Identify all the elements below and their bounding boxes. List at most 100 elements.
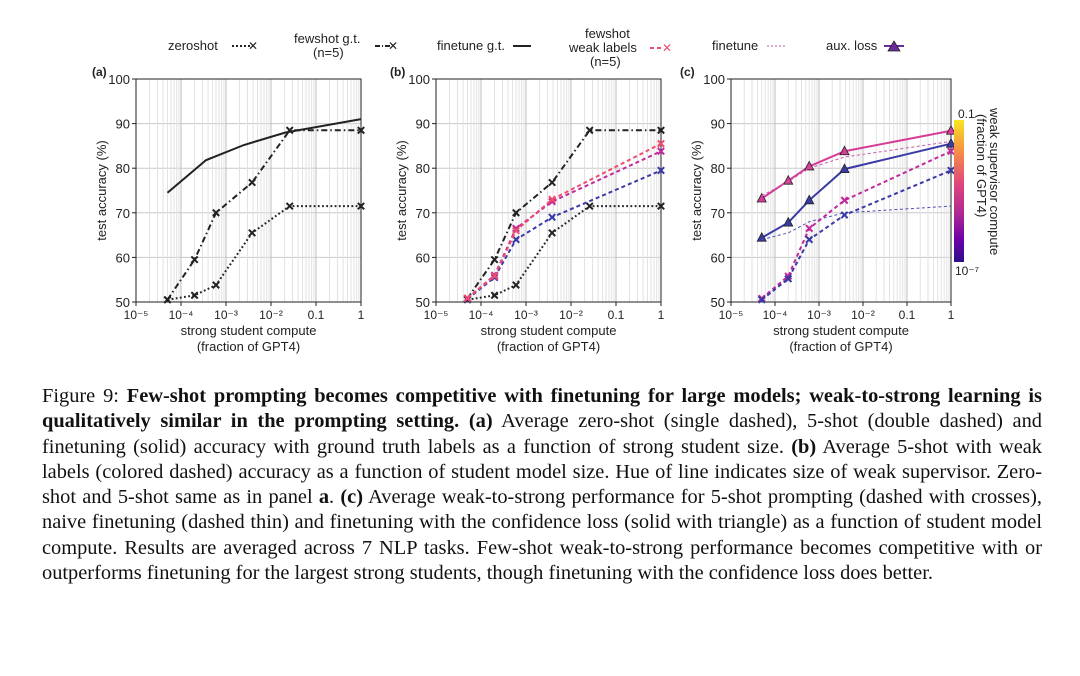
ytick-label: 80 [116,161,130,176]
ytick-label: 50 [416,295,430,310]
xlabel: strong student compute [481,323,617,338]
xlabel-units: (fraction of GPT4) [789,339,892,354]
xtick-label: 1 [948,308,955,322]
ytick-label: 90 [116,117,130,132]
legend-fewshot-weak-marker: ✕ [662,41,672,55]
grid [435,78,662,303]
series-line [466,129,661,300]
ytick-label: 80 [416,161,430,176]
data-point-x-marker [212,208,220,217]
series-fewshot-g-t-n-5- [163,126,365,304]
data-point-x-marker [585,202,594,211]
data-point-x-marker [657,147,665,156]
data-point-triangle-marker [945,137,957,148]
xlabel-units: (fraction of GPT4) [497,339,600,354]
data-point-x-marker [947,147,955,156]
legend-fewshot-gt-label: fewshot g.t. [294,31,360,46]
data-point-triangle-marker [839,145,850,156]
data-point-x-marker [784,272,793,281]
data-point-x-marker [490,291,499,300]
xtick-label: 10⁻³ [807,308,831,322]
legend-fewshot-gt-marker: ✕ [388,39,398,53]
data-point-x-marker [212,281,220,289]
xtick-label: 0.1 [608,308,625,322]
data-point-x-marker [548,195,556,204]
caption-a-text: Average zero-shot (single dashed), 5-sho… [42,410,1042,458]
xtick-label: 10⁻² [851,308,875,322]
figure-caption: Figure 9: Few-shot prompting becomes com… [42,384,1042,586]
legend-finetune-gt-label: finetune g.t. [437,38,505,53]
series-finetune-strong-sup- [761,140,952,197]
data-point-x-marker [947,166,955,175]
axes-frame [435,78,662,303]
data-point-triangle-marker [839,163,850,173]
caption-c-label: (c) [340,486,363,509]
colorbar-title-2: (fraction of GPT4) [974,114,989,217]
panel-b: 50 60 70 80 90 100 10⁻⁵ 10⁻⁴ 10⁻³ 10⁻² 0.1 1 strong … [390,65,665,354]
series-fewshot-weak-labels-1e-7 [757,166,955,304]
caption-title: Few-shot prompting becomes competitive w… [42,385,1042,433]
axes-frame [730,78,952,303]
data-point-x-marker [190,291,199,300]
data-point-x-marker [585,126,594,135]
series-weak-sup-1e-3 [463,139,665,302]
data-point-x-marker [657,126,665,135]
ytick-label: 100 [408,72,430,87]
caption-b-text: Average 5-shot with weak labels (colored… [42,435,1043,509]
panel-a: 50 60 70 80 90 100 10⁻⁵ 10⁻⁴ 10⁻³ 10⁻² 0.1 1 strong … [92,65,365,354]
ytick-label: 70 [116,206,130,221]
ytick-label: 60 [416,250,430,265]
xtick-label: 10⁻³ [514,308,538,322]
panel-letter: (c) [680,65,695,79]
xtick-label: 0.1 [899,308,916,322]
legend-zeroshot-marker: ✕ [248,39,258,53]
xtick-label: 10⁻² [259,308,283,322]
ytick-label: 100 [703,72,725,87]
xtick-label: 10⁻⁴ [763,308,788,322]
data-point-triangle-marker [945,124,957,135]
legend-aux-loss-label: aux. loss [826,38,878,53]
series-line [467,205,661,301]
xlabel: strong student compute [773,323,909,338]
ytick-label: 70 [711,206,725,221]
data-point-x-marker [463,294,472,302]
xlabel: strong student compute [181,323,317,338]
xtick-label: 1 [658,308,665,322]
legend-fewshot-weak-label-1: fewshot [585,26,630,41]
xtick-label: 10⁻⁵ [424,308,449,322]
panel-letter: (a) [92,65,107,79]
data-point-x-marker [657,202,665,211]
xtick-label: 10⁻⁵ [719,308,744,322]
ylabel: test accuracy (%) [689,140,704,240]
xtick-label: 10⁻⁴ [169,308,194,322]
xlabel-units: (fraction of GPT4) [197,339,300,354]
axes-frame [135,78,362,303]
xtick-label: 10⁻⁴ [469,308,494,322]
legend-fewshot-weak-label-2: weak labels [568,40,637,55]
legend-fewshot-gt-n: (n=5) [313,45,344,60]
ytick-label: 60 [711,250,725,265]
colorbar-bottom-label: 10⁻⁷ [955,264,979,278]
ytick-label: 100 [108,72,130,87]
caption-c-text: Average weak-to-strong performance for 5… [42,486,1042,585]
data-point-x-marker [357,202,365,211]
series-line [761,140,952,197]
data-point-x-marker [840,196,849,205]
ylabel: test accuracy (%) [394,140,409,240]
data-point-x-marker [357,126,365,135]
ytick-label: 70 [416,206,430,221]
data-point-x-marker [805,224,814,233]
legend: zeroshot ✕ fewshot g.t. (n=5) ✕ finetune… [168,26,904,69]
series-zeroshot [163,202,365,304]
data-point-x-marker [548,178,556,187]
data-point-x-marker [285,202,294,211]
data-point-x-marker [163,295,172,304]
xtick-label: 10⁻² [559,308,583,322]
legend-finetune-label: finetune [712,38,758,53]
caption-a-label: (a) [468,410,493,433]
data-point-triangle-marker [804,194,815,205]
caption-after-ref: . [329,486,341,509]
colorbar: 0.1 10⁻⁷ weak supervisor compute (fracti… [954,107,1002,278]
caption-b-label: (b) [791,435,817,458]
ytick-label: 90 [416,117,430,132]
